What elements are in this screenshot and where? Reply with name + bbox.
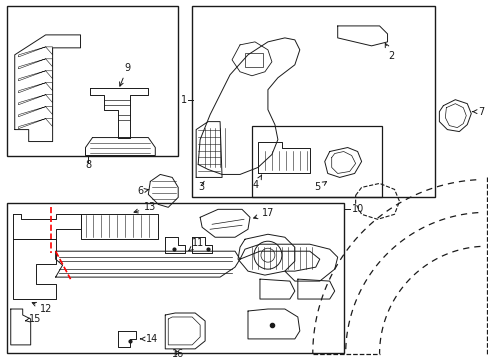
Bar <box>7 203 343 353</box>
Text: 1: 1 <box>181 95 187 105</box>
Text: 7: 7 <box>471 107 484 117</box>
Text: 4: 4 <box>252 175 261 190</box>
Text: 5: 5 <box>314 181 326 192</box>
Text: 11: 11 <box>188 238 204 251</box>
Text: 8: 8 <box>85 161 91 171</box>
Text: 15: 15 <box>25 314 41 324</box>
Text: 2: 2 <box>385 43 394 61</box>
Text: 17: 17 <box>253 208 274 219</box>
Text: 16: 16 <box>172 349 184 359</box>
Text: 3: 3 <box>198 183 204 192</box>
Bar <box>7 6 178 156</box>
Bar <box>192 6 434 197</box>
Text: 6: 6 <box>137 186 149 197</box>
Bar <box>251 126 381 197</box>
Bar <box>244 53 263 67</box>
Text: 10: 10 <box>351 204 363 214</box>
Text: 12: 12 <box>32 302 53 314</box>
Text: 14: 14 <box>140 334 158 344</box>
Text: 13: 13 <box>134 202 156 213</box>
Text: 9: 9 <box>119 63 130 86</box>
